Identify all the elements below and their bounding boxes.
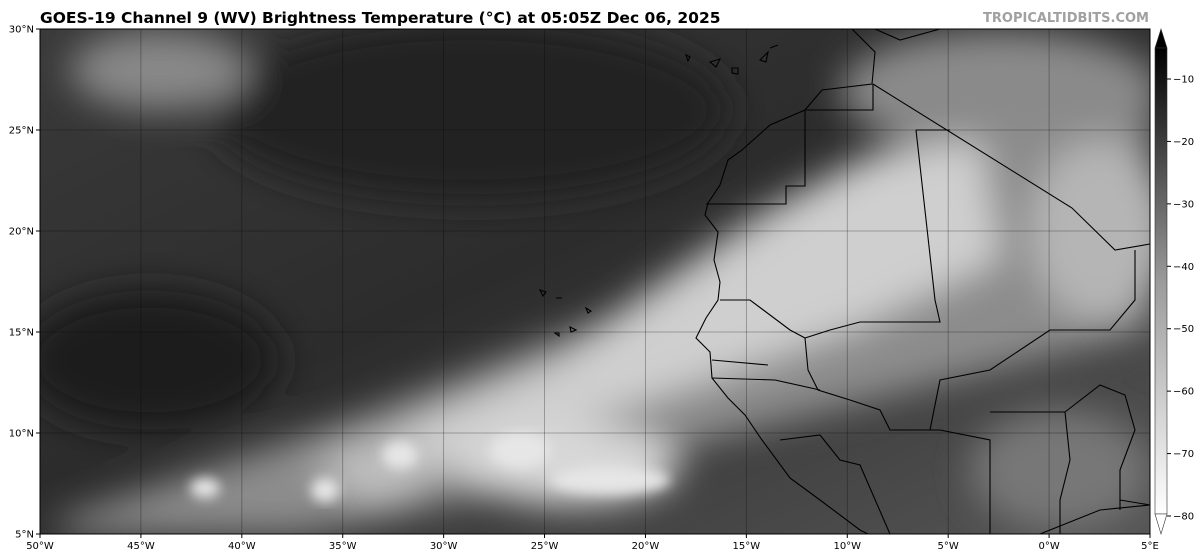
lat-tick-label: 30°N — [9, 25, 34, 36]
gridlines — [40, 29, 1150, 534]
colorbar-min-extend — [1154, 513, 1168, 536]
coastlines-borders — [538, 29, 1150, 534]
colorbar-max-extend — [1154, 28, 1168, 49]
lon-tick-label: 5°E — [1141, 541, 1159, 552]
lat-tick-label: 5°N — [15, 530, 34, 541]
lat-tick-label: 15°N — [9, 328, 34, 339]
lat-tick-label: 20°N — [9, 227, 34, 238]
colorbar: −10 −20 −30 −40 −50 −60 −70 −80 — [1154, 28, 1194, 536]
colorbar-bar — [1154, 47, 1168, 515]
lon-tick-label: 45°W — [127, 541, 155, 552]
lon-tick-label: 0°W — [1038, 541, 1059, 552]
lon-tick-label: 40°W — [228, 541, 256, 552]
colorbar-tick-label: −10 — [1173, 75, 1194, 86]
watermark: TROPICALTIDBITS.COM — [983, 11, 1149, 26]
lon-tick-label: 5°W — [938, 541, 959, 552]
lat-tick-label: 10°N — [9, 429, 34, 440]
lat-tick-label: 25°N — [9, 126, 34, 137]
map-title: GOES-19 Channel 9 (WV) Brightness Temper… — [40, 9, 721, 27]
lon-tick-label: 10°W — [833, 541, 861, 552]
colorbar-tick-label: −70 — [1173, 449, 1194, 460]
colorbar-tick-label: −30 — [1173, 199, 1194, 210]
lon-tick-label: 20°W — [632, 541, 660, 552]
colorbar-tick-label: −40 — [1173, 262, 1194, 273]
map-frame — [39, 28, 1151, 535]
lon-tick-label: 35°W — [329, 541, 357, 552]
lon-tick-label: 15°W — [733, 541, 761, 552]
colorbar-tick-label: −50 — [1173, 324, 1194, 335]
imagery — [40, 29, 1150, 534]
lon-tick-label: 25°W — [531, 541, 559, 552]
colorbar-tick-label: −80 — [1173, 512, 1194, 523]
colorbar-tick-label: −20 — [1173, 137, 1194, 148]
lon-tick-label: 30°W — [430, 541, 458, 552]
colorbar-tick-label: −60 — [1173, 387, 1194, 398]
map-axes: 50°W 45°W 40°W 35°W 30°W 25°W 20°W 15°W 10°W 5°W 0… — [9, 25, 1159, 553]
lon-tick-label: 50°W — [26, 541, 54, 552]
